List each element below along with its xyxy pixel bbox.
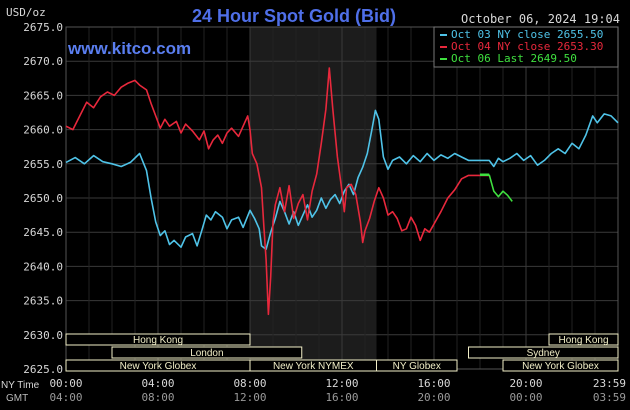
y-tick-label: 2645.0 xyxy=(23,226,63,239)
x-tick-ny: 08:00 xyxy=(233,377,266,390)
ny-time-label: NY Time xyxy=(1,380,40,391)
y-tick-label: 2650.0 xyxy=(23,192,63,205)
x-tick-gmt: 12:00 xyxy=(233,391,266,404)
session-label: New York Globex xyxy=(522,361,599,372)
x-tick-ny: 23:59 xyxy=(593,377,626,390)
watermark-logo: www.kitco.com xyxy=(67,39,191,58)
session-label: Hong Kong xyxy=(558,335,608,346)
session-bar xyxy=(376,359,458,372)
x-tick-gmt: 20:00 xyxy=(417,391,450,404)
session-bar xyxy=(65,333,251,346)
legend-entry: Oct 06 Last 2649.50 xyxy=(451,52,577,65)
legend-entry: Oct 04 NY close 2653.30 xyxy=(451,40,603,53)
x-tick-ny: 04:00 xyxy=(141,377,174,390)
series-line-oct-06 xyxy=(488,174,513,202)
y-tick-label: 2640.0 xyxy=(23,260,63,273)
x-tick-ny: 16:00 xyxy=(417,377,450,390)
session-label: NY Globex xyxy=(393,361,441,372)
session-label: New York Globex xyxy=(120,361,197,372)
y-axis-label: USD/oz xyxy=(6,6,46,19)
y-tick-label: 2655.0 xyxy=(23,158,63,171)
series-line-oct-03 xyxy=(65,109,619,251)
y-tick-label: 2660.0 xyxy=(23,124,63,137)
series-line-oct-04 xyxy=(65,67,490,316)
chart-timestamp: October 06, 2024 19:04 xyxy=(461,12,620,26)
x-tick-ny: 20:00 xyxy=(509,377,542,390)
y-tick-label: 2635.0 xyxy=(23,295,63,308)
session-label: New York NYMEX xyxy=(273,361,354,372)
legend-box xyxy=(433,26,619,68)
session-bar xyxy=(468,346,619,359)
x-tick-gmt: 03:59 xyxy=(593,391,626,404)
session-label: London xyxy=(190,348,223,359)
session-bar xyxy=(111,346,303,359)
x-tick-ny: 00:00 xyxy=(49,377,82,390)
x-tick-gmt: 08:00 xyxy=(141,391,174,404)
y-tick-label: 2670.0 xyxy=(23,55,63,68)
chart-title: 24 Hour Spot Gold (Bid) xyxy=(192,6,396,26)
y-tick-label: 2625.0 xyxy=(23,363,63,376)
x-tick-gmt: 04:00 xyxy=(49,391,82,404)
x-tick-ny: 12:00 xyxy=(325,377,358,390)
gmt-label: GMT xyxy=(6,393,28,404)
y-tick-label: 2665.0 xyxy=(23,89,63,102)
legend-entry: Oct 03 NY close 2655.50 xyxy=(451,28,603,41)
session-label: Hong Kong xyxy=(133,335,183,346)
x-tick-gmt: 16:00 xyxy=(325,391,358,404)
x-tick-gmt: 00:00 xyxy=(509,391,542,404)
session-bar xyxy=(548,333,619,346)
y-tick-label: 2675.0 xyxy=(23,21,63,34)
y-tick-label: 2630.0 xyxy=(23,329,63,342)
session-bar xyxy=(502,359,619,372)
session-label: Sydney xyxy=(527,348,560,359)
